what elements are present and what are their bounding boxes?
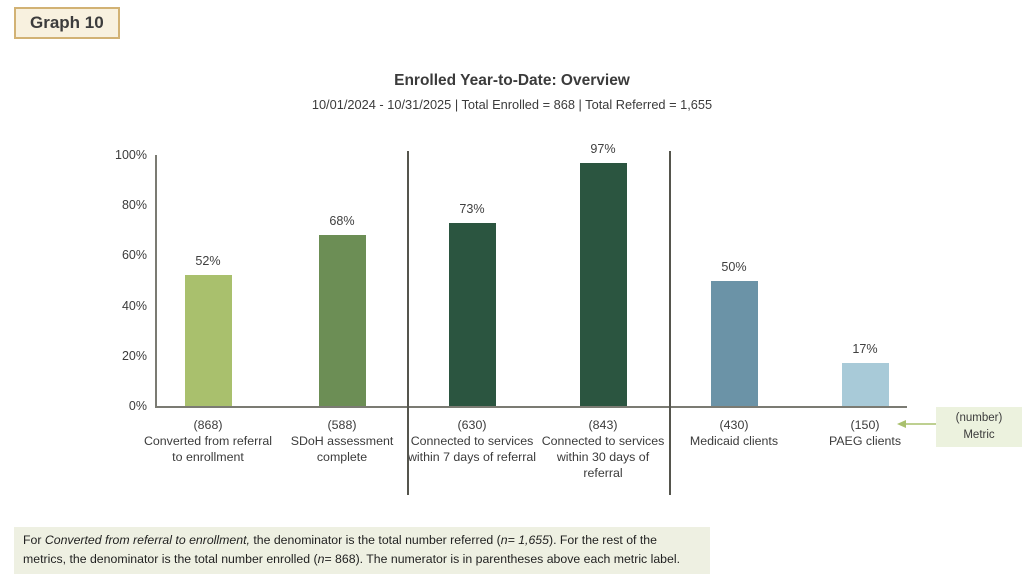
bar-value-label: 68% <box>329 214 355 229</box>
category-count: (150) <box>850 418 880 432</box>
footnote-segment: n <box>317 552 325 567</box>
bar-2 <box>318 235 366 406</box>
category-count: (868) <box>193 418 223 432</box>
category-count: (630) <box>457 418 487 432</box>
chart-title: Enrolled Year-to-Date: Overview <box>394 72 630 89</box>
category-label: (588) SDoH assessment complete <box>276 418 408 466</box>
bar-4 <box>579 162 627 406</box>
footnote-segment: For <box>23 533 45 547</box>
category-name: Connected to services within 7 days of r… <box>407 433 537 464</box>
bar-6 <box>841 363 889 406</box>
category-count: (430) <box>719 418 749 432</box>
bar-1 <box>184 275 232 406</box>
group-divider-line <box>407 151 409 495</box>
metric-legend-note-line1: (number) <box>955 412 1003 424</box>
category-name: Medicaid clients <box>689 433 779 448</box>
y-axis-tick-label: 80% <box>121 198 147 213</box>
category-count: (588) <box>327 418 357 432</box>
category-label: (150) PAEG clients <box>799 418 931 450</box>
y-axis-tick-label: 100% <box>115 148 147 162</box>
footnote-segment: ). For the rest of the metrics, the deno… <box>23 533 657 567</box>
category-name: PAEG clients <box>828 433 902 448</box>
category-name: Converted from referral to enrollment <box>143 433 273 464</box>
annotation-arrow-icon <box>897 420 937 428</box>
bar-value-label: 97% <box>590 141 616 156</box>
metric-legend-note-line2: Metric <box>963 428 995 441</box>
category-name: SDoH assessment complete <box>290 433 394 464</box>
bar-value-label: 17% <box>852 342 878 357</box>
footnote: For Converted from referral to enrollmen… <box>14 527 710 574</box>
y-axis-tick-label: 20% <box>121 348 147 363</box>
footnote-segment: n= 1,655 <box>500 533 549 547</box>
footnote-segment: ). The numerator is in parentheses above… <box>355 552 681 567</box>
category-count: (843) <box>588 418 618 432</box>
y-axis-tick-label: 40% <box>121 298 147 313</box>
group-divider-line <box>668 151 671 495</box>
bar-3 <box>448 222 496 406</box>
footnote-segment: the denominator is the total number refe… <box>249 533 501 547</box>
footnote-segment: Converted from referral to enrollment, <box>44 533 250 547</box>
y-axis-tick-label: 60% <box>121 248 147 263</box>
category-label: (630) Connected to services within 7 days… <box>406 418 538 466</box>
footnote-segment: = 868 <box>324 552 356 567</box>
category-name: Connected to services within 30 days of … <box>541 433 665 480</box>
category-label: (868) Converted from referral to enrollme… <box>142 418 274 466</box>
bar-value-label: 52% <box>195 254 221 269</box>
plot-area: 0% 20% 40% 60% 80% 100% 52% (868) Converted from… <box>115 142 907 495</box>
graph-number-badge: Graph 10 <box>14 7 120 39</box>
bar-value-label: 50% <box>721 259 747 274</box>
category-label: (843) Connected to services within 30 day… <box>537 418 669 482</box>
metric-legend-note: (number) Metric <box>936 407 1022 448</box>
category-label: (430) Medicaid clients <box>668 418 800 450</box>
bar-value-label: 73% <box>459 201 485 216</box>
bar-5 <box>710 280 758 406</box>
chart-subtitle: 10/01/2024 - 10/31/2025 | Total Enrolled… <box>311 97 713 112</box>
y-axis-tick-label: 0% <box>128 399 147 413</box>
